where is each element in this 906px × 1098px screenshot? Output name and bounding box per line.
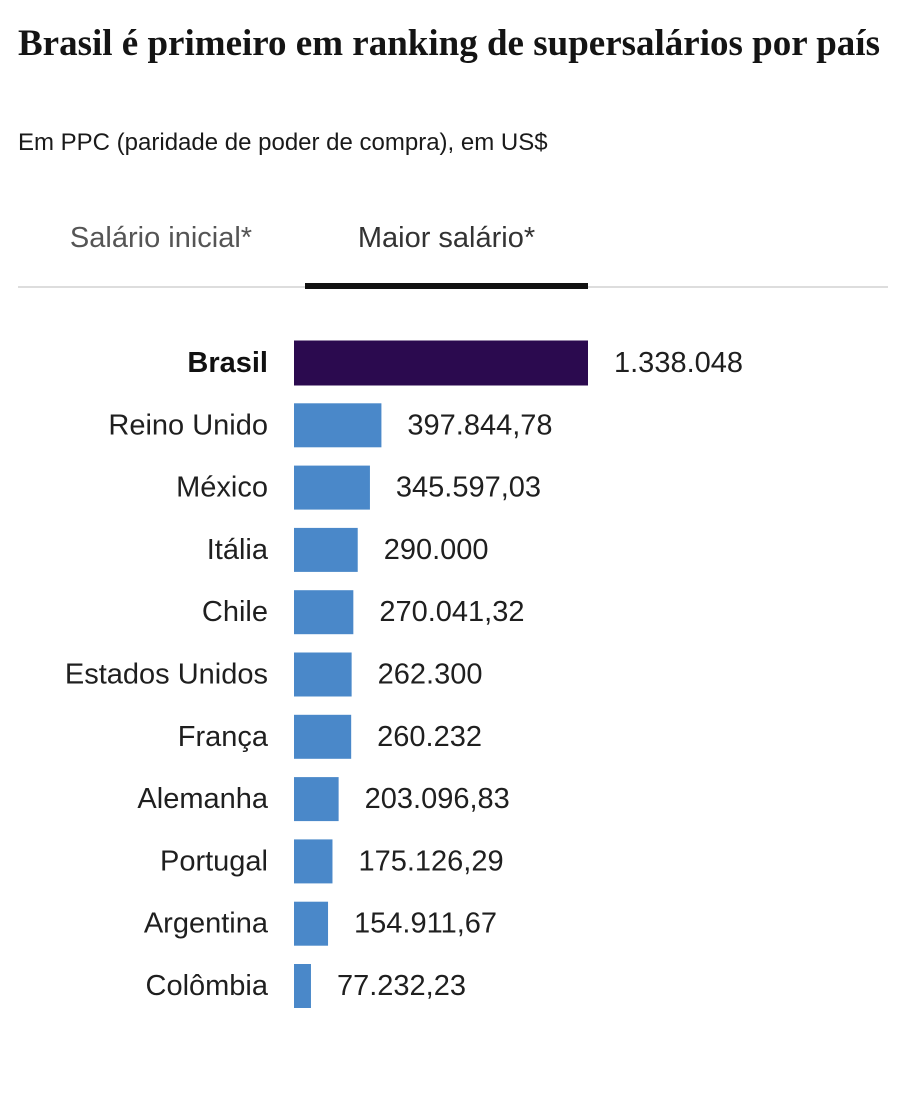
bar-mexico (294, 465, 370, 510)
category-label-argentina: Argentina (144, 908, 269, 940)
chart-subtitle: Em PPC (paridade de poder de compra), em… (18, 129, 548, 156)
value-label-reino-unido: 397.844,78 (407, 409, 552, 441)
tab-maior-salario[interactable]: Maior salário* (357, 221, 536, 254)
bar-alemanha (294, 777, 339, 822)
value-label-chile: 270.041,32 (379, 596, 524, 628)
category-label-estados-unidos: Estados Unidos (65, 659, 268, 691)
tab-salario-inicial[interactable]: Salário inicial* (69, 221, 253, 254)
value-label-brasil: 1.338.048 (614, 347, 743, 379)
bar-chart: Brasil 1.338.048 Reino Unido 397.844,78 Méxi… (65, 340, 743, 1008)
bar-reino-unido (294, 403, 382, 448)
value-label-alemanha: 203.096,83 (365, 783, 510, 815)
bar-colombia (294, 964, 311, 1008)
chart-title: Brasil é primeiro em ranking de supersal… (18, 23, 880, 64)
category-label-franca: França (178, 721, 269, 753)
value-label-franca: 260.232 (377, 721, 482, 753)
category-label-reino-unido: Reino Unido (108, 409, 268, 441)
bar-argentina (294, 901, 329, 946)
value-label-argentina: 154.911,67 (354, 908, 497, 940)
bar-chile (294, 590, 354, 635)
category-label-mexico: México (176, 472, 268, 504)
category-label-italia: Itália (207, 534, 269, 566)
value-label-italia: 290.000 (384, 534, 489, 566)
category-label-chile: Chile (202, 596, 268, 628)
value-label-estados-unidos: 262.300 (378, 659, 483, 691)
bar-italia (294, 527, 358, 572)
bar-estados-unidos (294, 652, 352, 697)
bar-brasil (294, 340, 588, 386)
bar-franca (294, 714, 352, 759)
category-label-brasil: Brasil (187, 347, 268, 379)
tab-bar: Salário inicial* Maior salário* (18, 190, 888, 290)
category-label-alemanha: Alemanha (137, 783, 268, 815)
category-label-colombia: Colômbia (146, 970, 269, 1002)
bar-portugal (294, 839, 333, 884)
active-tab-indicator (305, 283, 588, 289)
value-label-mexico: 345.597,03 (396, 472, 541, 504)
value-label-colombia: 77.232,23 (337, 970, 466, 1002)
value-label-portugal: 175.126,29 (358, 845, 503, 877)
category-label-portugal: Portugal (160, 845, 268, 877)
